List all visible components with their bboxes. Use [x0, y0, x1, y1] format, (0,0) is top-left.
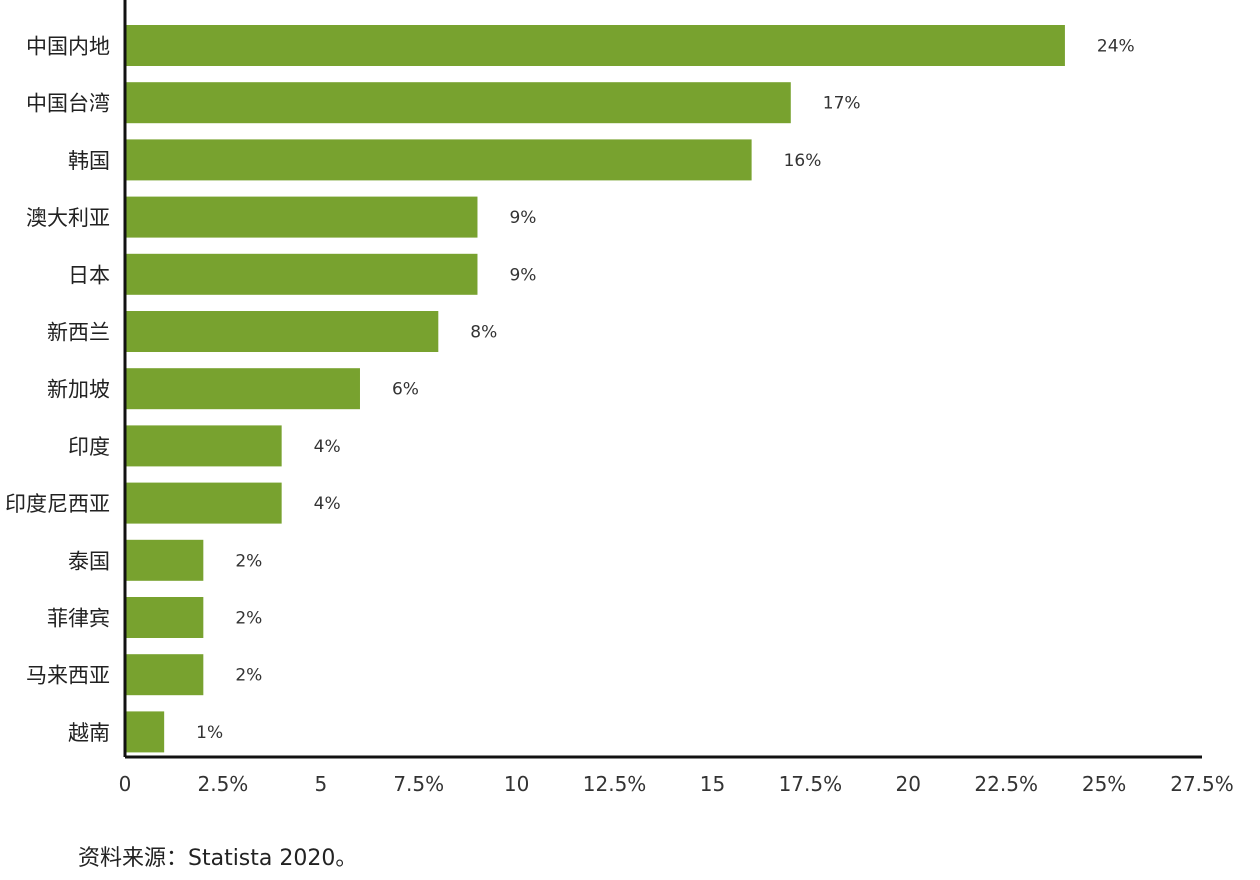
category-label: 日本	[68, 263, 110, 287]
bar	[126, 25, 1065, 66]
category-label: 马来西亚	[26, 664, 110, 688]
category-label: 越南	[68, 721, 110, 745]
data-label: 9%	[509, 208, 536, 228]
source-note: 资料来源：Statista 2020。	[78, 846, 358, 871]
data-label: 2%	[235, 551, 262, 571]
x-tick-label: 2.5%	[198, 772, 249, 796]
category-label: 中国内地	[26, 35, 110, 59]
bar	[126, 711, 165, 753]
bar	[126, 539, 204, 581]
data-labels-group: 24% 17% 16% 9% 9% 8% 6% 4% 4% 2% 2% 2% 1%	[196, 37, 1135, 743]
x-tick-label: 0	[119, 772, 132, 796]
data-label: 16%	[784, 151, 822, 171]
x-tick-label: 25%	[1082, 772, 1126, 796]
data-label: 6%	[392, 380, 419, 400]
category-label: 韩国	[68, 149, 110, 173]
x-tick-label: 12.5%	[583, 772, 647, 796]
category-label: 新西兰	[47, 321, 110, 345]
category-label: 中国台湾	[26, 92, 110, 116]
category-label: 泰国	[68, 549, 110, 573]
data-label: 2%	[235, 609, 262, 629]
x-tick-label: 17.5%	[779, 772, 843, 796]
x-tick-label: 22.5%	[974, 772, 1038, 796]
bar	[126, 482, 282, 524]
bars-group	[126, 25, 1065, 753]
bar	[126, 654, 204, 696]
x-tick-label: 27.5%	[1170, 772, 1234, 796]
data-label: 24%	[1097, 37, 1135, 57]
category-label: 澳大利亚	[26, 206, 110, 230]
category-label: 新加坡	[47, 378, 110, 402]
data-label: 2%	[235, 666, 262, 686]
data-label: 17%	[823, 94, 861, 114]
data-label: 4%	[314, 437, 341, 457]
bar	[126, 597, 204, 638]
data-label: 4%	[314, 494, 341, 514]
x-tick-label: 7.5%	[393, 772, 444, 796]
x-tick-label: 15	[700, 772, 725, 796]
bar	[126, 82, 791, 124]
data-label: 9%	[509, 265, 536, 285]
x-tick-label: 10	[504, 772, 529, 796]
x-tick-label: 20	[896, 772, 921, 796]
x-tick-labels-group: 0 2.5% 5 7.5% 10 12.5% 15 17.5% 20 22.5% 25% 27.5%	[119, 772, 1234, 796]
bar	[126, 368, 360, 410]
category-label: 菲律宾	[47, 607, 110, 631]
bar	[126, 139, 752, 181]
bar	[126, 425, 282, 467]
data-label: 8%	[470, 323, 497, 343]
bar	[126, 311, 439, 352]
x-tick-label: 5	[314, 772, 327, 796]
category-label: 印度	[68, 435, 110, 459]
data-label: 1%	[196, 723, 223, 743]
bar	[126, 196, 478, 238]
bar	[126, 253, 478, 295]
category-label: 印度尼西亚	[5, 492, 110, 516]
